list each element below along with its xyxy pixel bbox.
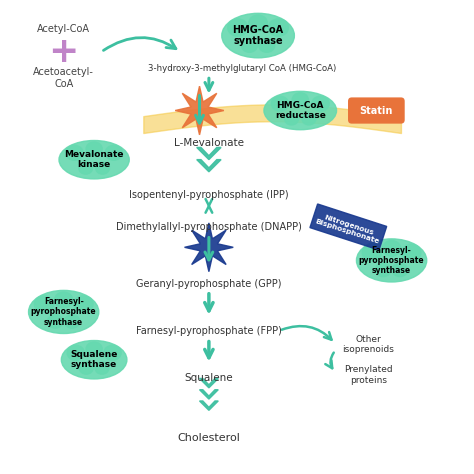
Ellipse shape [73, 296, 93, 312]
Text: Farnesyl-
pyrophosphate
synthase: Farnesyl- pyrophosphate synthase [359, 246, 424, 275]
Polygon shape [184, 223, 233, 272]
Text: Prenylated
proteins: Prenylated proteins [344, 365, 392, 385]
Text: Nitrogenous
Bisphosphonate: Nitrogenous Bisphosphonate [314, 211, 382, 245]
Text: Farnesyl-pyrophosphate (FPP): Farnesyl-pyrophosphate (FPP) [136, 326, 282, 336]
Ellipse shape [259, 38, 275, 52]
Text: Squalene: Squalene [184, 373, 233, 383]
Text: Statin: Statin [359, 106, 393, 116]
Polygon shape [197, 160, 221, 172]
Text: Acetoacetyl-
CoA: Acetoacetyl- CoA [33, 67, 94, 89]
Ellipse shape [59, 140, 129, 179]
Ellipse shape [96, 162, 109, 174]
Ellipse shape [79, 162, 92, 174]
Ellipse shape [86, 142, 102, 156]
Ellipse shape [95, 362, 109, 374]
Text: Geranyl-pyrophosphate (GPP): Geranyl-pyrophosphate (GPP) [136, 279, 282, 289]
Ellipse shape [356, 239, 427, 282]
Text: HMG-CoA
reductase: HMG-CoA reductase [275, 101, 326, 120]
Polygon shape [197, 147, 221, 160]
Text: L-Mevalonate: L-Mevalonate [174, 138, 244, 148]
Text: Mevalonate
kinase: Mevalonate kinase [64, 150, 124, 169]
Polygon shape [200, 378, 218, 388]
Ellipse shape [34, 296, 54, 312]
Ellipse shape [28, 291, 99, 334]
Ellipse shape [362, 244, 382, 261]
Polygon shape [175, 86, 224, 135]
Ellipse shape [401, 244, 421, 261]
Text: Farnesyl-
pyrophosphate
synthase: Farnesyl- pyrophosphate synthase [31, 297, 97, 327]
Ellipse shape [302, 113, 316, 125]
Ellipse shape [105, 146, 122, 160]
Ellipse shape [241, 38, 257, 52]
Text: Isopentenyl-pyrophosphate (IPP): Isopentenyl-pyrophosphate (IPP) [129, 190, 289, 200]
Text: Acetyl-CoA: Acetyl-CoA [37, 24, 90, 34]
Ellipse shape [104, 346, 121, 360]
Ellipse shape [383, 240, 401, 256]
Ellipse shape [55, 292, 73, 308]
Text: 3-hydroxy-3-methylglutaryl CoA (HMG-CoA): 3-hydroxy-3-methylglutaryl CoA (HMG-CoA) [147, 64, 336, 73]
Ellipse shape [268, 19, 288, 36]
Text: Other
isoprenoids: Other isoprenoids [342, 335, 394, 355]
Ellipse shape [284, 113, 299, 125]
Ellipse shape [86, 342, 102, 356]
Ellipse shape [271, 96, 289, 111]
Ellipse shape [79, 362, 93, 374]
Text: Cholesterol: Cholesterol [177, 433, 240, 444]
Ellipse shape [222, 13, 294, 58]
Text: HMG-CoA
synthase: HMG-CoA synthase [233, 25, 283, 46]
Ellipse shape [249, 15, 267, 31]
Ellipse shape [61, 340, 127, 379]
Ellipse shape [228, 19, 248, 36]
Ellipse shape [375, 263, 391, 277]
Ellipse shape [264, 91, 337, 130]
Ellipse shape [66, 146, 83, 160]
Polygon shape [200, 390, 218, 399]
Ellipse shape [64, 315, 80, 328]
Polygon shape [310, 204, 387, 250]
Ellipse shape [47, 315, 63, 328]
Ellipse shape [67, 346, 84, 360]
Text: Squalene
synthase: Squalene synthase [71, 350, 118, 369]
Text: Dimethylallyl-pyrophosphate (DNAPP): Dimethylallyl-pyrophosphate (DNAPP) [116, 222, 302, 232]
Ellipse shape [312, 96, 329, 111]
Text: +: + [48, 35, 79, 69]
FancyBboxPatch shape [348, 97, 405, 124]
Ellipse shape [392, 263, 408, 277]
Ellipse shape [292, 93, 308, 107]
Polygon shape [200, 401, 218, 410]
